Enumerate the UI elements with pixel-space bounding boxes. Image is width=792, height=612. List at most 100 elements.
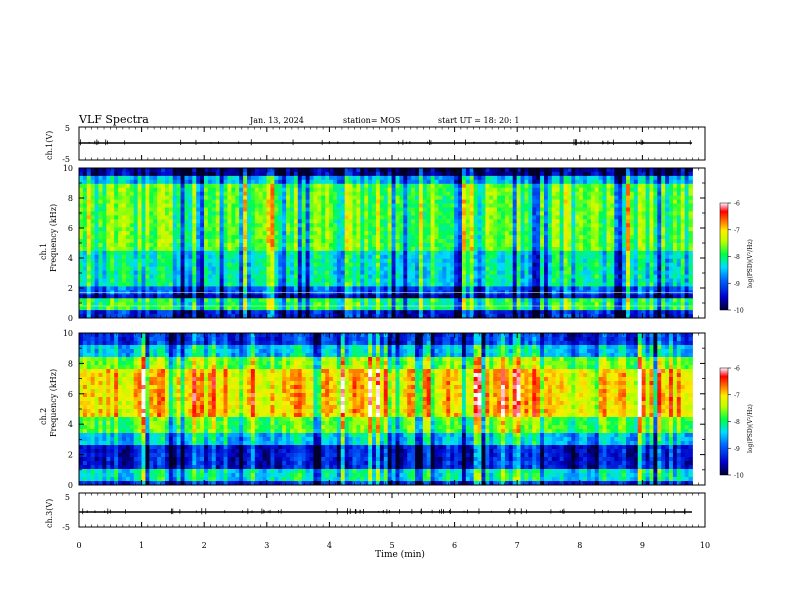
spectrogram-cell <box>352 246 357 252</box>
spectrogram-cell <box>454 298 459 303</box>
spectrogram-cell <box>403 282 408 287</box>
spectrogram-cell <box>469 254 475 260</box>
spectrogram-cell <box>528 314 533 319</box>
spectrogram-cell <box>348 203 353 208</box>
spectrogram-cell <box>98 223 103 228</box>
spectrogram-cell <box>493 223 498 228</box>
spectrogram-cell <box>82 262 88 268</box>
spectrogram-cell <box>90 282 96 287</box>
spectrogram-cell <box>231 211 236 216</box>
spectrogram-cell <box>102 286 107 291</box>
spectrogram-cell <box>149 195 154 200</box>
spectrogram-cell <box>348 266 353 272</box>
spectrogram-cell <box>262 266 267 272</box>
spectrogram-cell <box>411 168 416 173</box>
spectrogram-cell <box>458 183 463 189</box>
spectrogram-cell <box>278 310 283 315</box>
spectrogram-cell <box>407 250 412 256</box>
spectrogram-cell <box>512 310 518 315</box>
spectrogram-cell <box>200 254 205 260</box>
spectrogram-cell <box>313 179 318 185</box>
spectrogram-cell <box>461 274 467 279</box>
spectrogram-cell <box>485 223 490 228</box>
spectrogram-cell <box>528 227 533 232</box>
spectrogram-cell <box>438 298 443 303</box>
spectrogram-cell <box>219 223 224 228</box>
spectrogram-cell <box>407 231 412 236</box>
spectrogram-cell <box>532 294 537 299</box>
spectrogram-cell <box>532 254 537 260</box>
spectrogram-cell <box>192 239 197 244</box>
spectrogram-cell <box>235 266 240 272</box>
spectrogram-cell <box>180 286 185 291</box>
spectrogram-cell <box>442 183 447 189</box>
spectrogram-cell <box>434 171 439 177</box>
spectrogram-cell <box>192 175 197 181</box>
spectrogram-cell <box>465 179 471 185</box>
spectrogram-cell <box>547 250 553 256</box>
spectrogram-cell <box>161 250 166 256</box>
spectrogram-cell <box>215 179 221 185</box>
spectrogram-cell <box>340 294 346 299</box>
spectrogram-cell <box>301 199 307 204</box>
spectrogram-cell <box>442 266 447 272</box>
spectrogram-cell <box>532 266 537 272</box>
spectrogram-cell <box>301 227 307 232</box>
spectrogram-cell <box>278 179 283 185</box>
spectrogram-cell <box>239 191 244 197</box>
spectrogram-cell <box>411 302 416 307</box>
spectrogram-cell <box>321 286 326 291</box>
spectrogram-cell <box>501 223 506 228</box>
spectrogram-cell <box>86 195 92 200</box>
spectrogram-cell <box>121 207 127 212</box>
spectrogram-cell <box>501 246 506 252</box>
spectrogram-cell <box>461 219 467 224</box>
spectrogram-cell <box>125 286 131 291</box>
spectrogram-cell <box>469 262 475 268</box>
spectrogram-cell <box>106 235 111 240</box>
spectrogram-cell <box>309 227 314 232</box>
spectrogram-cell <box>86 270 92 275</box>
spectrogram-cell <box>461 243 467 248</box>
spectrogram-cell <box>188 282 193 287</box>
spectrogram-cell <box>336 266 342 272</box>
spectrogram-cell <box>391 199 396 204</box>
spectrogram-cell <box>297 254 303 260</box>
spectrogram-cell <box>137 239 142 244</box>
spectrogram-cell <box>137 231 142 236</box>
spectrogram-cell <box>422 246 428 252</box>
spectrogram-cell <box>469 314 475 319</box>
spectrogram-cell <box>227 262 232 268</box>
spectrogram-cell <box>461 235 467 240</box>
spectrogram-cell <box>106 266 111 272</box>
spectrogram-cell <box>469 298 475 303</box>
spectrogram-cell <box>407 207 412 212</box>
spectrogram-cell <box>313 243 318 248</box>
spectrogram-cell <box>282 175 287 181</box>
spectrogram-cell <box>282 246 287 252</box>
spectrogram-cell <box>434 183 439 189</box>
spectrogram-cell <box>282 239 287 244</box>
spectrogram-cell <box>82 191 88 197</box>
spectrogram-cell <box>278 243 283 248</box>
spectrogram-cell <box>379 199 385 204</box>
spectrogram-cell <box>415 270 420 275</box>
spectrogram-cell <box>458 215 463 220</box>
spectrogram-cell <box>426 258 432 264</box>
spectrogram-cell <box>274 215 279 220</box>
spectrogram-cell <box>164 286 170 291</box>
spectrogram-cell <box>207 195 213 200</box>
spectrogram-cell <box>352 191 357 197</box>
spectrogram-cell <box>583 239 588 244</box>
spectrogram-cell <box>231 203 236 208</box>
spectrogram-cell <box>192 258 197 264</box>
spectrogram-cell <box>121 254 127 260</box>
spectrogram-cell <box>325 239 330 244</box>
spectrogram-cell <box>313 183 318 189</box>
spectrogram-cell <box>196 235 201 240</box>
spectrogram-cell <box>204 175 209 181</box>
spectrogram-cell <box>313 286 318 291</box>
spectrogram-cell <box>520 171 525 177</box>
spectrogram-cell <box>227 314 232 319</box>
spectrogram-cell <box>270 302 275 307</box>
